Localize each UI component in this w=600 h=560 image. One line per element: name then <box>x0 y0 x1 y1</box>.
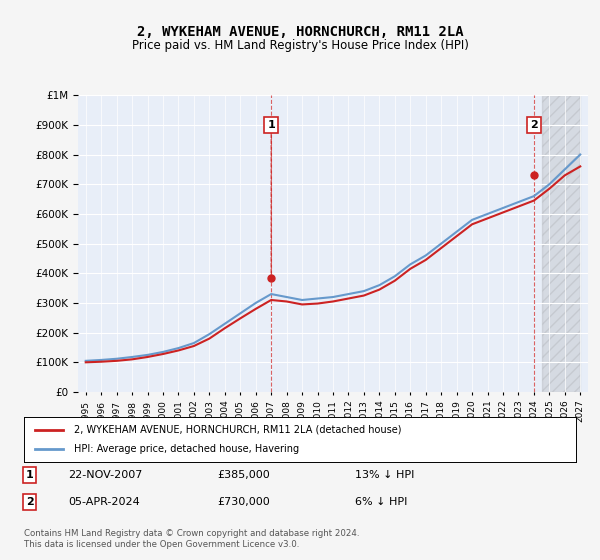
Text: 2: 2 <box>26 497 34 507</box>
Text: £730,000: £730,000 <box>217 497 270 507</box>
Text: 22-NOV-2007: 22-NOV-2007 <box>68 470 143 480</box>
Text: 6% ↓ HPI: 6% ↓ HPI <box>355 497 407 507</box>
Text: 2: 2 <box>530 120 538 130</box>
Text: 1: 1 <box>26 470 34 480</box>
Text: 2, WYKEHAM AVENUE, HORNCHURCH, RM11 2LA: 2, WYKEHAM AVENUE, HORNCHURCH, RM11 2LA <box>137 25 463 39</box>
Bar <box>542 95 580 392</box>
Text: 1: 1 <box>268 120 275 130</box>
Text: Price paid vs. HM Land Registry's House Price Index (HPI): Price paid vs. HM Land Registry's House … <box>131 39 469 52</box>
Text: Contains HM Land Registry data © Crown copyright and database right 2024.
This d: Contains HM Land Registry data © Crown c… <box>24 529 359 549</box>
Text: 05-APR-2024: 05-APR-2024 <box>68 497 140 507</box>
Text: HPI: Average price, detached house, Havering: HPI: Average price, detached house, Have… <box>74 445 299 455</box>
Text: 2, WYKEHAM AVENUE, HORNCHURCH, RM11 2LA (detached house): 2, WYKEHAM AVENUE, HORNCHURCH, RM11 2LA … <box>74 424 401 435</box>
Text: £385,000: £385,000 <box>217 470 270 480</box>
Text: 13% ↓ HPI: 13% ↓ HPI <box>355 470 415 480</box>
